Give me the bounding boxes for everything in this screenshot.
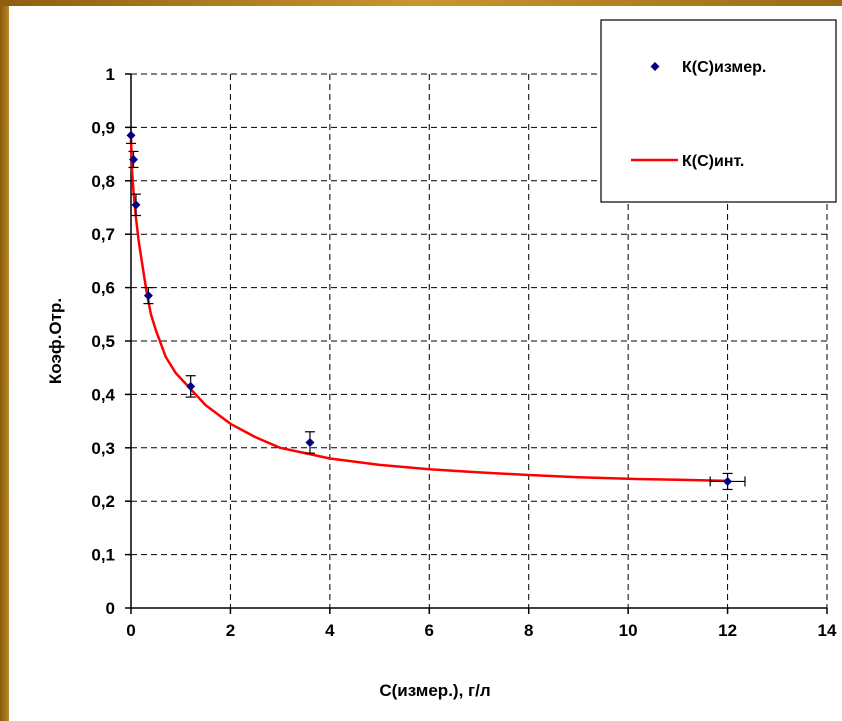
legend-label-interpolated: К(С)инт.	[682, 153, 744, 170]
y-tick-label: 0,4	[91, 385, 115, 404]
x-axis-title: С(измер.), г/л	[379, 681, 490, 700]
x-tick-label: 2	[226, 621, 235, 640]
x-tick-label: 8	[524, 621, 533, 640]
legend: К(С)измер. К(С)инт.	[600, 19, 837, 203]
legend-marker-measured	[650, 62, 660, 71]
legend-box	[600, 19, 837, 203]
y-tick-label: 0,6	[91, 279, 115, 298]
data-point	[128, 154, 138, 164]
series-line-interpolated	[129, 138, 728, 483]
x-tick-label: 12	[718, 621, 737, 640]
x-tick-label: 14	[818, 621, 837, 640]
y-tick-label: 0,2	[91, 492, 115, 511]
data-point	[143, 291, 153, 301]
y-ticks: 0 0,1 0,2 0,3 0,4 0,5 0,6 0,7 0,8 0,9 1	[91, 65, 131, 618]
legend-label-measured: К(С)измер.	[682, 59, 766, 76]
data-point	[723, 476, 733, 486]
y-tick-label: 0,3	[91, 439, 115, 458]
data-point	[305, 437, 315, 447]
y-tick-label: 0,7	[91, 225, 115, 244]
chart-frame: 0 2 4 6 8 10 12 14 0 0,1 0,2 0,3 0,4 0,5 0,6 0,7 0,8 0,9…	[9, 6, 842, 721]
data-point	[131, 200, 141, 210]
background-shape-left	[0, 0, 9, 721]
y-tick-label: 0,1	[91, 546, 115, 565]
y-axis-title: Коэф.Отр.	[46, 298, 65, 384]
series-lines	[129, 138, 728, 483]
y-tick-label: 0,5	[91, 332, 115, 351]
y-tick-label: 0	[106, 599, 115, 618]
data-point	[126, 130, 136, 140]
x-ticks: 0 2 4 6 8 10 12 14	[126, 608, 837, 640]
data-point	[186, 381, 196, 391]
y-tick-label: 1	[106, 65, 115, 84]
series-points	[126, 126, 746, 491]
y-tick-label: 0,8	[91, 172, 115, 191]
y-tick-label: 0,9	[91, 118, 115, 137]
x-tick-label: 6	[425, 621, 434, 640]
x-tick-label: 4	[325, 621, 335, 640]
x-tick-label: 10	[619, 621, 638, 640]
chart: 0 2 4 6 8 10 12 14 0 0,1 0,2 0,3 0,4 0,5 0,6 0,7 0,8 0,9…	[46, 19, 837, 700]
x-tick-label: 0	[126, 621, 135, 640]
